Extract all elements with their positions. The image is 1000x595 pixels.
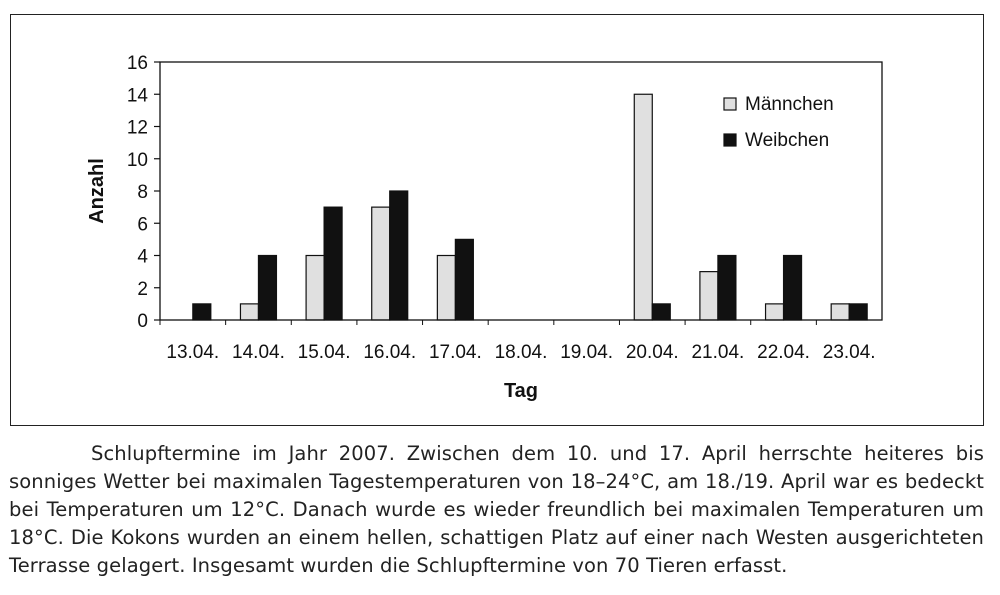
bar-weibchen xyxy=(651,303,671,321)
legend-label: Weibchen xyxy=(745,130,829,151)
bar-weibchen xyxy=(454,238,474,321)
x-axis-label: Tag xyxy=(504,380,538,402)
y-tick-label: 16 xyxy=(127,53,148,74)
x-tick-label: 14.04. xyxy=(232,342,285,363)
bar-männchen xyxy=(436,254,456,321)
y-axis-label: Anzahl xyxy=(86,158,108,224)
y-tick-label: 2 xyxy=(137,279,148,300)
bar-weibchen xyxy=(717,254,737,321)
bar-weibchen xyxy=(848,303,868,321)
bar-männchen xyxy=(371,206,391,321)
bar-männchen xyxy=(239,303,260,321)
bar-weibchen xyxy=(782,254,803,321)
y-tick-label: 12 xyxy=(127,118,148,139)
legend-swatch-weibchen xyxy=(723,133,737,147)
x-axis-tick-labels: 13.04. 14.04. 15.04. 16.04. 17.04. 18.04. 19.0… xyxy=(159,320,876,363)
bar-männchen xyxy=(633,93,653,321)
x-tick-label: 15.04. xyxy=(298,342,351,363)
x-tick-label: 18.04. xyxy=(495,342,548,363)
y-tick-label: 8 xyxy=(137,182,148,203)
bar-weibchen xyxy=(192,303,212,321)
x-tick-label: 21.04. xyxy=(691,342,744,363)
x-tick-label: 19.04. xyxy=(560,342,613,363)
bar-männchen xyxy=(830,303,850,321)
bars xyxy=(192,93,868,321)
y-tick-label: 14 xyxy=(127,85,149,106)
y-tick-label: 10 xyxy=(127,150,148,171)
legend-label: Männchen xyxy=(745,94,834,115)
bar-weibchen xyxy=(323,206,343,321)
x-tick-label: 13.04. xyxy=(166,342,219,363)
legend-swatch-männchen xyxy=(723,97,737,111)
bar-männchen xyxy=(764,303,785,321)
bar-männchen xyxy=(305,254,325,321)
y-tick-label: 4 xyxy=(137,247,148,268)
legend: Männchen Weibchen xyxy=(723,94,834,151)
x-tick-label: 17.04. xyxy=(429,342,482,363)
x-tick-label: 22.04. xyxy=(757,342,810,363)
y-axis-ticks: 0 2 4 6 8 10 12 14 16 xyxy=(127,53,160,332)
x-tick-label: 23.04. xyxy=(823,342,876,363)
y-tick-label: 6 xyxy=(137,214,148,235)
y-tick-label: 0 xyxy=(137,311,148,332)
figure-frame xyxy=(10,14,984,426)
bar-chart: 0 2 4 6 8 10 12 14 16 13.04. 14.04. 15.04. 16.04. 17… xyxy=(86,53,883,402)
x-tick-label: 16.04. xyxy=(363,342,416,363)
figure-caption: Schlupftermine im Jahr 2007. Zwischen de… xyxy=(9,442,984,577)
bar-weibchen xyxy=(389,190,409,321)
plot-area xyxy=(159,61,883,321)
bar-weibchen xyxy=(257,254,278,321)
bar-männchen xyxy=(699,271,719,321)
x-tick-label: 20.04. xyxy=(626,342,679,363)
